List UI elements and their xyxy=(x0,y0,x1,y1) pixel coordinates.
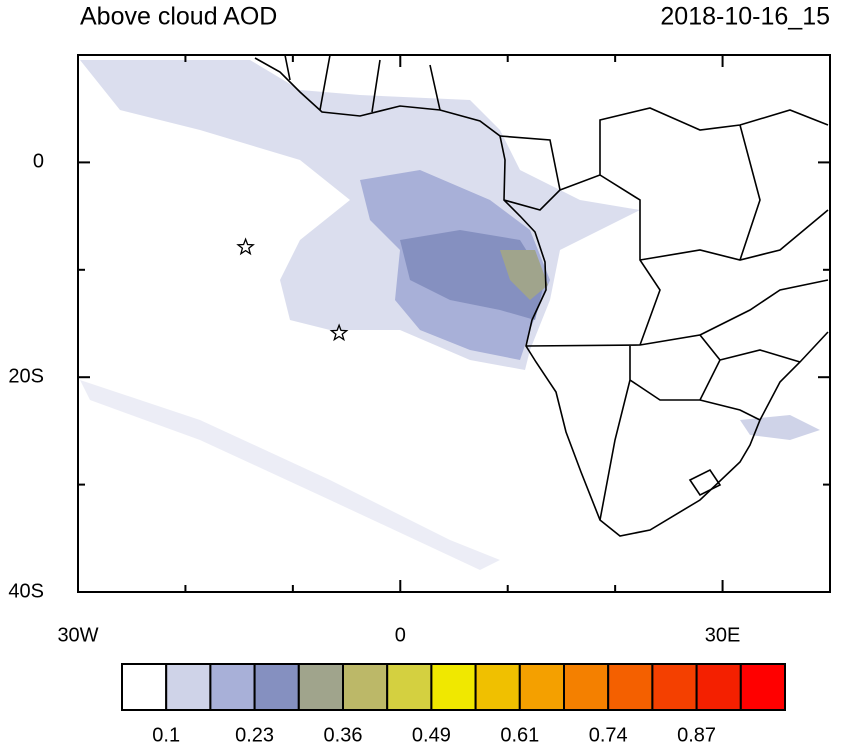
lat-label: 20S xyxy=(8,365,44,387)
colorbar-box xyxy=(165,663,212,711)
colorbar-label: 0.36 xyxy=(324,724,363,746)
colorbar-box xyxy=(518,663,565,711)
coastline xyxy=(254,54,829,537)
station-marker xyxy=(236,237,255,256)
colorbar-box xyxy=(209,663,256,711)
colorbar-label: 0.1 xyxy=(152,724,180,746)
colorbar-label: 0.87 xyxy=(677,724,716,746)
colorbar-box xyxy=(695,663,742,711)
colorbar-label: 0.74 xyxy=(589,724,628,746)
colorbar-box xyxy=(607,663,654,711)
station-marker xyxy=(329,323,349,342)
colorbar-label: 0.23 xyxy=(235,724,274,746)
colorbar-box xyxy=(651,663,698,711)
colorbar-box xyxy=(342,663,389,711)
lon-label: 30W xyxy=(57,624,98,646)
lon-label: 0 xyxy=(395,624,406,646)
lat-label: 40S xyxy=(8,580,44,602)
colorbar-box xyxy=(121,663,168,711)
map-title: Above cloud AOD xyxy=(80,3,277,31)
colorbar-label: 0.49 xyxy=(412,724,451,746)
lon-label: 30E xyxy=(705,624,741,646)
colorbar-box xyxy=(739,663,786,711)
colorbar-box xyxy=(253,663,300,711)
colorbar-box xyxy=(430,663,477,711)
map-frame xyxy=(77,54,831,593)
colorbar-box xyxy=(563,663,610,711)
timestamp: 2018-10-16_15 xyxy=(660,3,830,31)
colorbar-box xyxy=(474,663,521,711)
lat-label: 0 xyxy=(33,151,44,173)
aerosol-field xyxy=(80,60,820,570)
colorbar-box xyxy=(297,663,344,711)
colorbar-box xyxy=(386,663,433,711)
colorbar-label: 0.61 xyxy=(500,724,539,746)
